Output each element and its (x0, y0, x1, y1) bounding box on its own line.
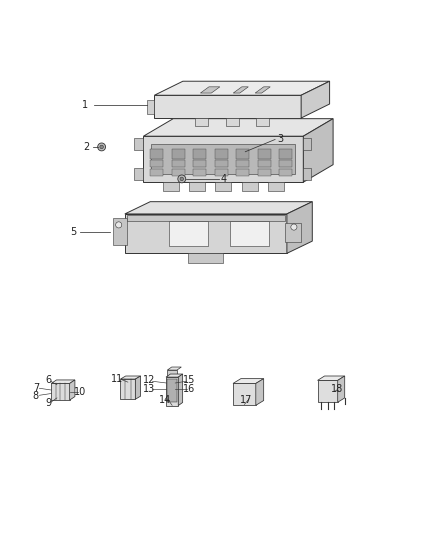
Text: 8: 8 (33, 391, 39, 401)
Text: 5: 5 (71, 228, 77, 237)
Polygon shape (188, 253, 223, 263)
Polygon shape (279, 160, 293, 167)
Circle shape (98, 143, 106, 151)
Circle shape (116, 222, 122, 228)
Polygon shape (287, 201, 312, 253)
Polygon shape (167, 367, 181, 370)
Polygon shape (226, 118, 239, 126)
Polygon shape (134, 168, 143, 181)
Circle shape (178, 175, 186, 183)
Polygon shape (318, 376, 345, 381)
Polygon shape (230, 221, 269, 246)
Polygon shape (51, 383, 70, 400)
Polygon shape (172, 149, 185, 159)
Polygon shape (258, 149, 271, 159)
Text: 10: 10 (74, 387, 86, 397)
Polygon shape (125, 201, 312, 214)
Polygon shape (169, 221, 208, 246)
Polygon shape (201, 87, 220, 93)
Circle shape (100, 145, 103, 149)
Polygon shape (143, 119, 333, 136)
Polygon shape (233, 383, 256, 405)
Polygon shape (301, 81, 329, 118)
Polygon shape (215, 160, 228, 167)
Polygon shape (150, 160, 163, 167)
Polygon shape (236, 169, 249, 176)
Text: 1: 1 (82, 100, 88, 110)
Polygon shape (172, 169, 185, 176)
Polygon shape (303, 138, 311, 150)
Polygon shape (51, 380, 75, 383)
Polygon shape (256, 118, 269, 126)
Polygon shape (167, 379, 177, 402)
Polygon shape (215, 149, 228, 159)
Polygon shape (143, 136, 303, 182)
Polygon shape (268, 182, 284, 191)
Polygon shape (147, 100, 154, 114)
Polygon shape (172, 160, 185, 167)
Polygon shape (195, 118, 208, 126)
Polygon shape (236, 149, 249, 159)
Polygon shape (152, 144, 295, 174)
Polygon shape (134, 138, 143, 150)
Polygon shape (154, 81, 329, 95)
Polygon shape (120, 379, 135, 399)
Polygon shape (236, 160, 249, 167)
Polygon shape (285, 223, 301, 243)
Polygon shape (242, 182, 258, 191)
Text: 11: 11 (111, 374, 124, 384)
Polygon shape (135, 376, 141, 399)
Polygon shape (233, 87, 248, 93)
Polygon shape (303, 119, 333, 182)
Polygon shape (318, 381, 338, 402)
Polygon shape (70, 380, 75, 400)
Text: 14: 14 (159, 395, 172, 405)
Polygon shape (256, 378, 264, 405)
Polygon shape (166, 377, 178, 406)
Text: 12: 12 (143, 375, 155, 385)
Polygon shape (127, 215, 285, 221)
Polygon shape (193, 149, 206, 159)
Polygon shape (120, 376, 141, 379)
Polygon shape (178, 374, 183, 406)
Circle shape (180, 177, 184, 181)
Text: 4: 4 (220, 174, 226, 184)
Text: 16: 16 (183, 384, 195, 394)
Polygon shape (303, 168, 311, 181)
Polygon shape (233, 378, 264, 383)
Text: 3: 3 (277, 134, 283, 144)
Polygon shape (154, 95, 301, 118)
Circle shape (291, 224, 297, 230)
Text: 15: 15 (183, 375, 195, 385)
Polygon shape (193, 160, 206, 167)
Polygon shape (338, 376, 345, 402)
Polygon shape (125, 214, 287, 253)
Polygon shape (279, 169, 293, 176)
Polygon shape (113, 219, 127, 245)
Polygon shape (255, 87, 270, 93)
Text: 13: 13 (143, 384, 155, 394)
Polygon shape (150, 149, 163, 159)
Text: 17: 17 (240, 394, 253, 405)
Polygon shape (258, 160, 271, 167)
Text: 2: 2 (84, 142, 90, 152)
Polygon shape (215, 182, 231, 191)
Polygon shape (193, 169, 206, 176)
Polygon shape (189, 182, 205, 191)
Polygon shape (258, 169, 271, 176)
Polygon shape (150, 169, 163, 176)
Text: 9: 9 (45, 398, 51, 408)
Text: 7: 7 (33, 383, 39, 393)
Polygon shape (163, 182, 179, 191)
Polygon shape (215, 169, 228, 176)
Polygon shape (279, 149, 293, 159)
Text: 18: 18 (331, 384, 343, 394)
Polygon shape (166, 374, 183, 377)
Text: 6: 6 (45, 375, 51, 385)
Polygon shape (167, 370, 177, 377)
